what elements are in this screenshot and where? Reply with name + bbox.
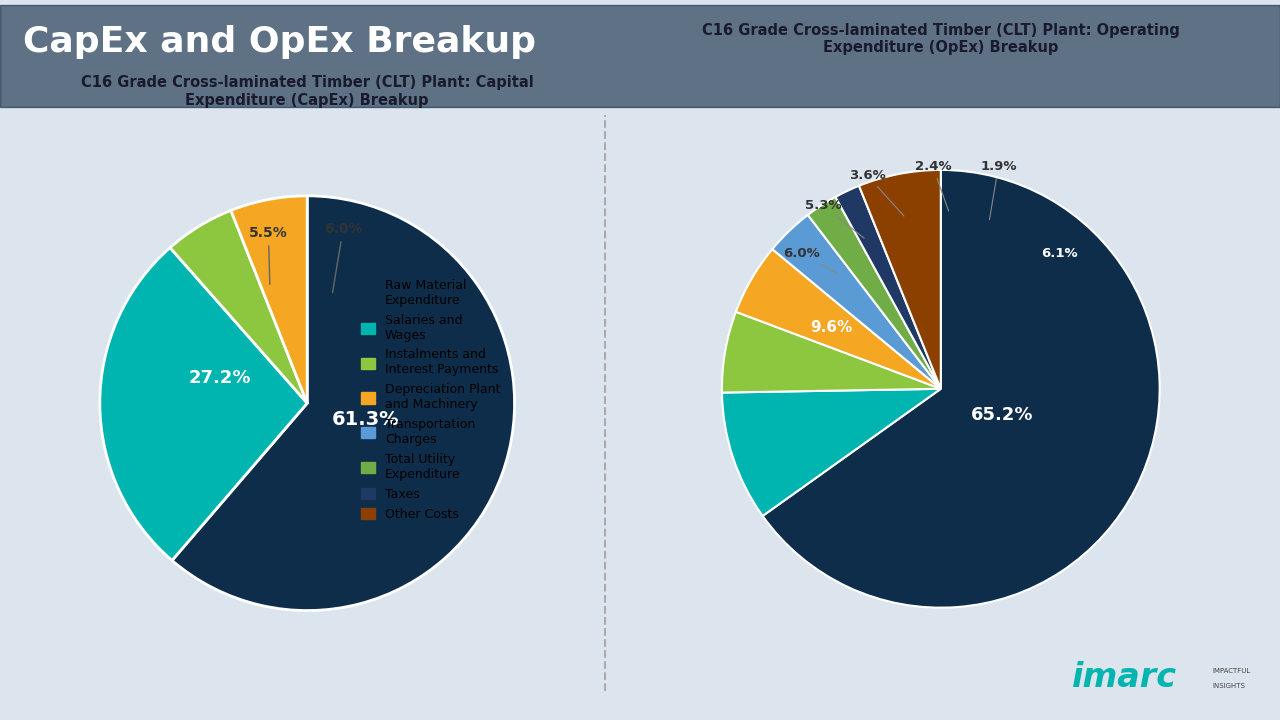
Text: 9.6%: 9.6% [810, 320, 852, 335]
Text: 65.2%: 65.2% [970, 406, 1033, 424]
Wedge shape [836, 186, 941, 389]
Title: C16 Grade Cross-laminated Timber (CLT) Plant: Operating
Expenditure (OpEx) Break: C16 Grade Cross-laminated Timber (CLT) P… [701, 23, 1180, 55]
Text: 2.4%: 2.4% [914, 160, 951, 211]
Text: 1.9%: 1.9% [980, 160, 1016, 220]
Text: 5.3%: 5.3% [805, 199, 864, 238]
Wedge shape [100, 248, 307, 560]
Text: 3.6%: 3.6% [849, 168, 904, 216]
Text: 6.1%: 6.1% [1041, 246, 1078, 260]
Text: IMPACTFUL: IMPACTFUL [1212, 667, 1251, 674]
Wedge shape [230, 196, 307, 403]
Wedge shape [722, 389, 941, 516]
Wedge shape [763, 170, 1160, 608]
Wedge shape [736, 249, 941, 389]
Wedge shape [722, 312, 941, 392]
Wedge shape [772, 215, 941, 389]
Wedge shape [808, 197, 941, 389]
Wedge shape [170, 210, 307, 403]
Title: C16 Grade Cross-laminated Timber (CLT) Plant: Capital
Expenditure (CapEx) Breaku: C16 Grade Cross-laminated Timber (CLT) P… [81, 75, 534, 107]
Wedge shape [172, 196, 515, 611]
Text: INSIGHTS: INSIGHTS [1212, 683, 1245, 688]
Text: imarc: imarc [1071, 661, 1178, 693]
Text: 6.0%: 6.0% [324, 222, 362, 292]
Legend: Raw Material
Expenditure, Salaries and
Wages, Instalments and
Interest Payments,: Raw Material Expenditure, Salaries and W… [356, 274, 506, 526]
Text: 61.3%: 61.3% [332, 410, 399, 429]
Text: 6.0%: 6.0% [783, 248, 837, 274]
Text: 5.5%: 5.5% [250, 226, 288, 284]
Wedge shape [859, 170, 941, 389]
Text: CapEx and OpEx Breakup: CapEx and OpEx Breakup [23, 25, 536, 60]
Text: 27.2%: 27.2% [189, 369, 251, 387]
